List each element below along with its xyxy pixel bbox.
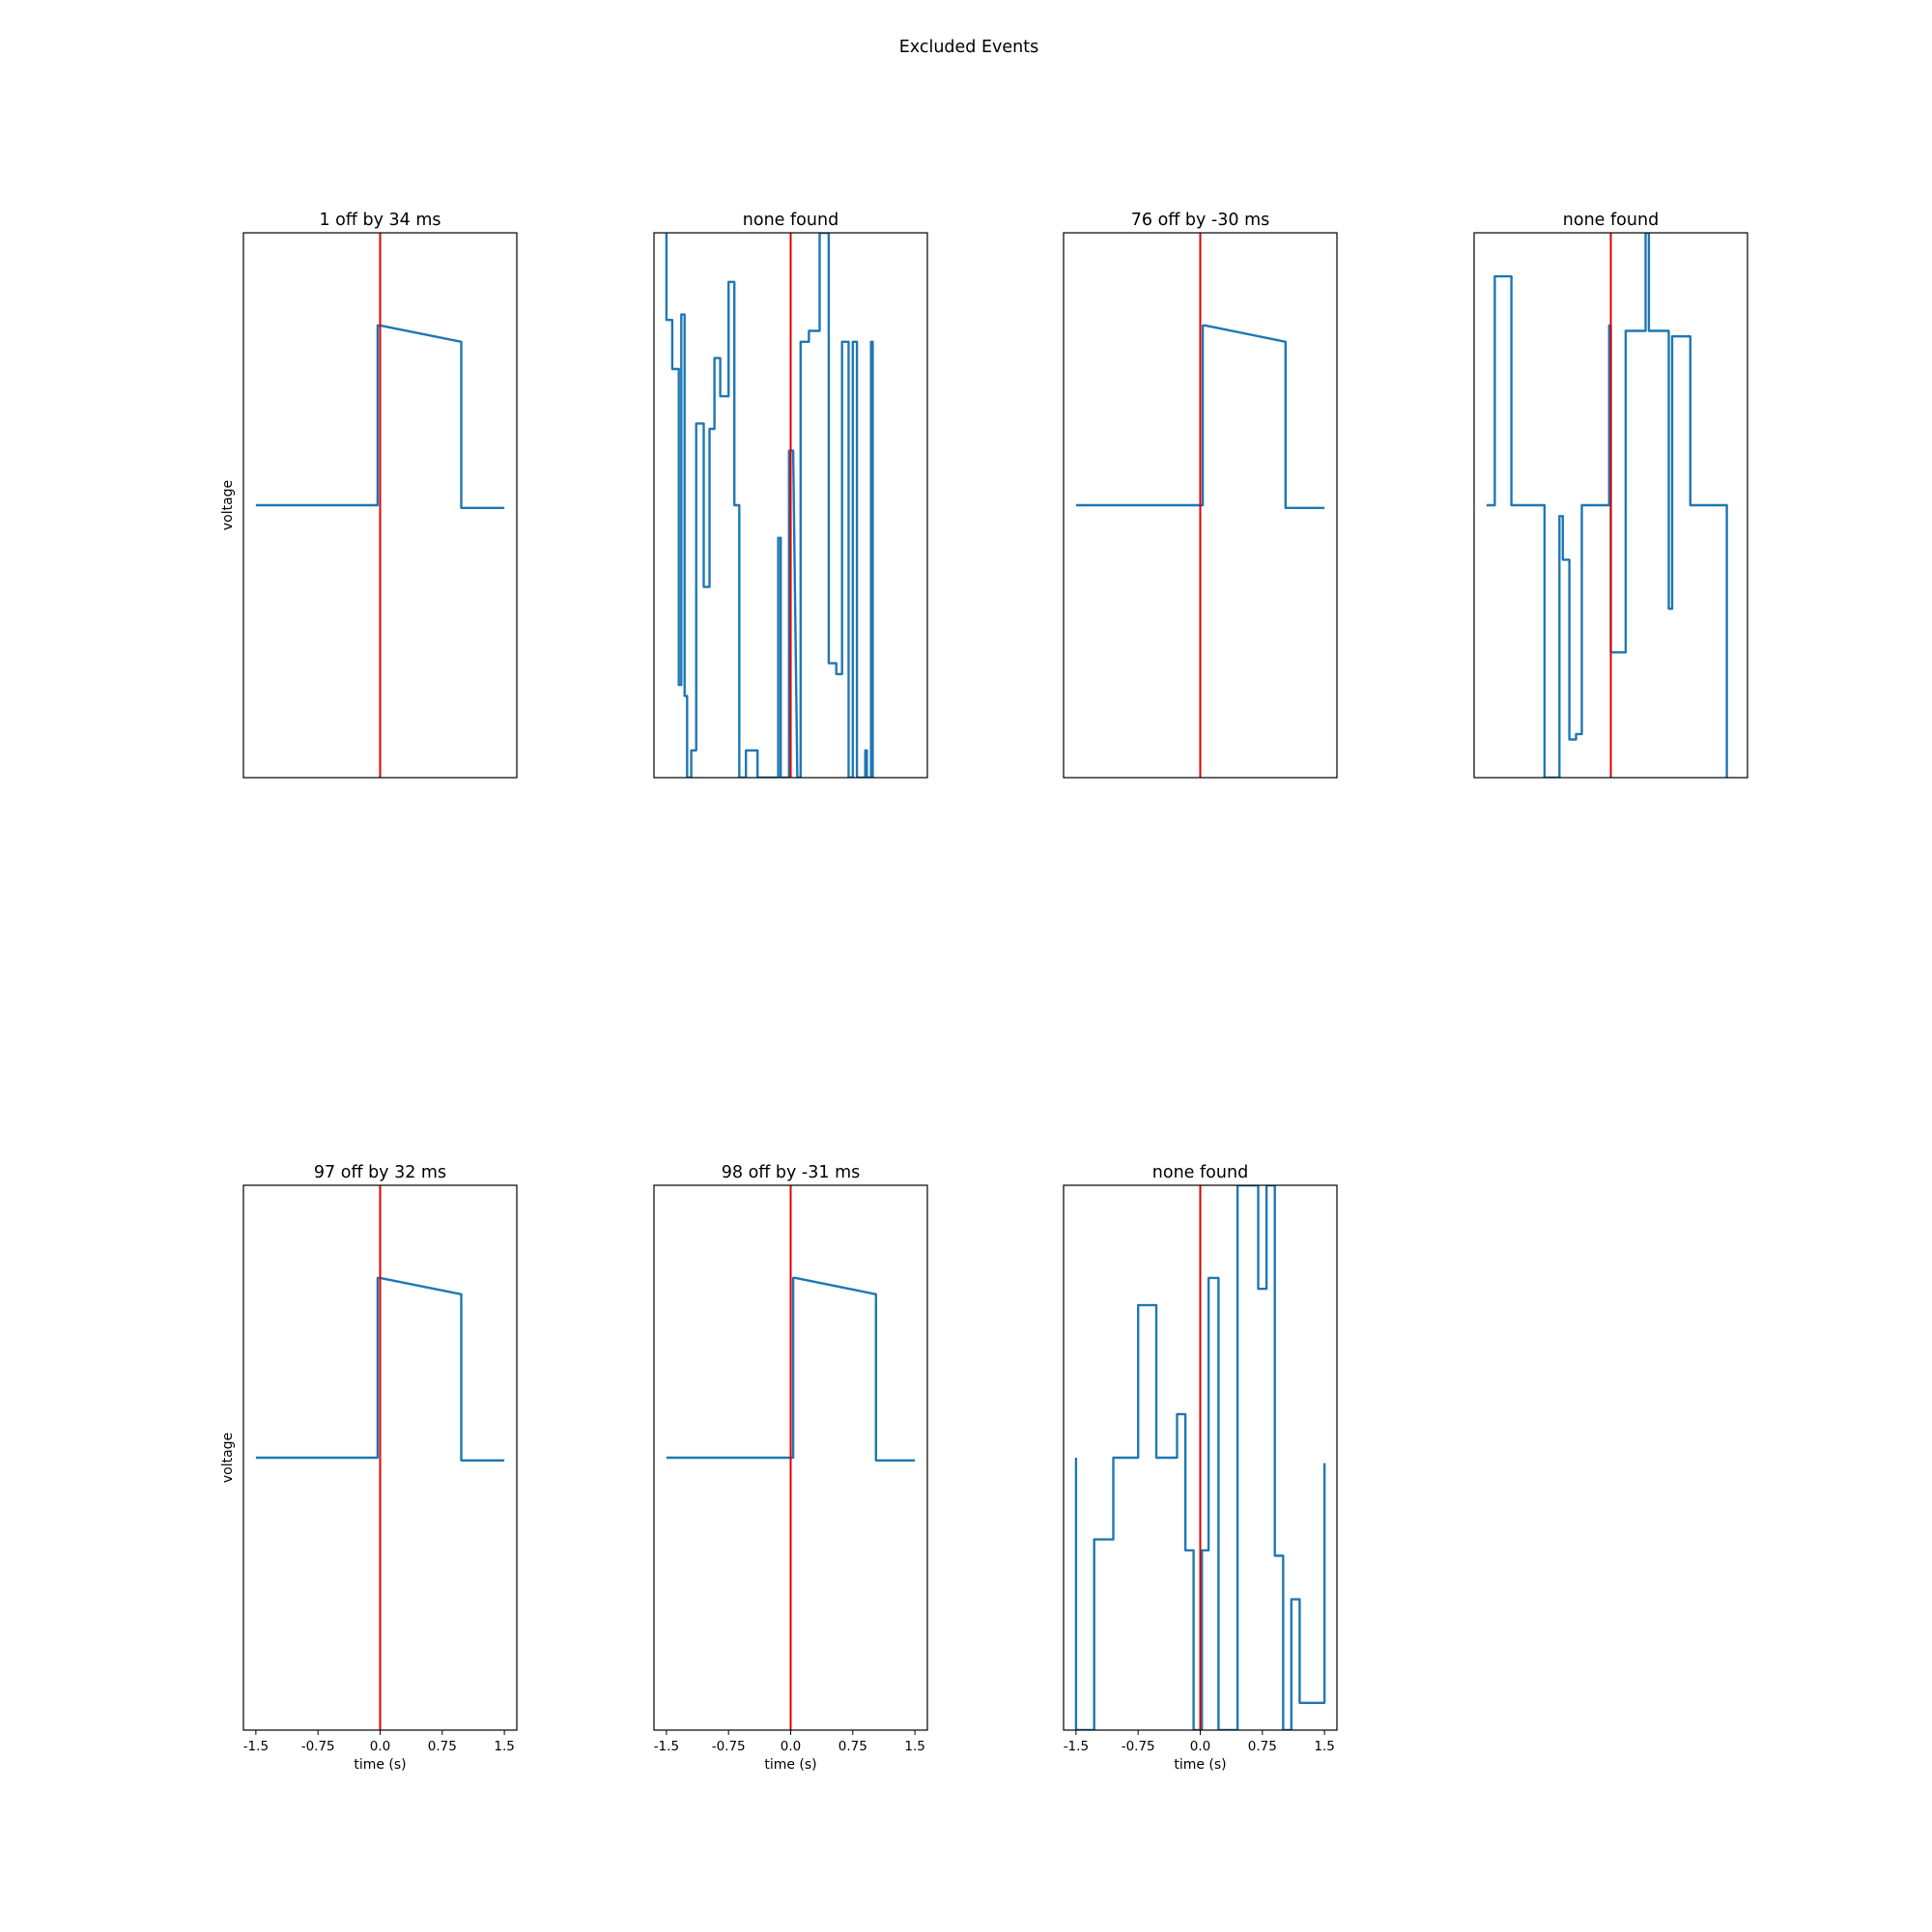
x-tick-label: 1.5 <box>494 1739 514 1754</box>
x-axis-label: time (s) <box>1174 1757 1226 1773</box>
subplot-1: 1 off by 34 ms voltage <box>220 211 518 779</box>
x-axis-label: time (s) <box>354 1757 406 1773</box>
subplot-title: 97 off by 32 ms <box>314 1163 446 1182</box>
voltage-trace <box>1074 1185 1326 1730</box>
voltage-trace <box>1075 324 1325 509</box>
x-axis-label: time (s) <box>764 1757 816 1773</box>
x-tick-label: 0.75 <box>428 1739 457 1754</box>
subplot-3: 76 off by -30 ms <box>1063 211 1338 779</box>
x-tick-label: 1.5 <box>904 1739 924 1754</box>
x-tick-label: -1.5 <box>654 1739 679 1754</box>
subplot-6: 98 off by -31 ms -1.5 -0.75 0.0 0.75 1.5 time … <box>653 1163 928 1773</box>
plot-frame <box>653 232 928 779</box>
y-axis-label: voltage <box>220 480 236 530</box>
subplot-title: none found <box>1563 211 1659 230</box>
subplot-grid: 1 off by 34 ms voltage none found 76 off by… <box>220 211 1748 1773</box>
subplot-4: none found <box>1473 211 1748 779</box>
subplot-title: 98 off by -31 ms <box>722 1163 861 1182</box>
voltage-trace <box>666 1276 916 1462</box>
x-tick-label: -0.75 <box>301 1739 335 1754</box>
plot-frame <box>242 232 518 779</box>
subplot-title: none found <box>743 211 838 230</box>
x-tick-label: 0.0 <box>370 1739 390 1754</box>
y-axis-label: voltage <box>220 1433 236 1483</box>
plot-frame <box>1063 232 1338 779</box>
subplot-title: 1 off by 34 ms <box>319 211 440 230</box>
voltage-trace <box>1486 233 1728 778</box>
figure-title: Excluded Events <box>899 38 1038 57</box>
subplot-7: none found -1.5 -0.75 0.0 0.75 1.5 time (s) <box>1063 1163 1338 1773</box>
subplot-title: 76 off by -30 ms <box>1131 211 1270 230</box>
x-tick-label: -0.75 <box>712 1739 746 1754</box>
x-tick-label: 0.75 <box>1248 1739 1277 1754</box>
plot-frame <box>1473 232 1748 779</box>
x-tick-label: -0.75 <box>1122 1739 1155 1754</box>
x-tick-label: 1.5 <box>1314 1739 1334 1754</box>
x-tick-label: 0.75 <box>838 1739 867 1754</box>
subplot-title: none found <box>1152 1163 1248 1182</box>
subplot-2: none found <box>653 211 928 779</box>
x-tick-label: 0.0 <box>1190 1739 1210 1754</box>
subplot-5: 97 off by 32 ms voltage -1.5 -0.75 0.0 0.75 1.… <box>220 1163 518 1773</box>
x-tick-label: -1.5 <box>1064 1739 1089 1754</box>
x-tick-label: -1.5 <box>243 1739 269 1754</box>
x-tick-label: 0.0 <box>781 1739 801 1754</box>
